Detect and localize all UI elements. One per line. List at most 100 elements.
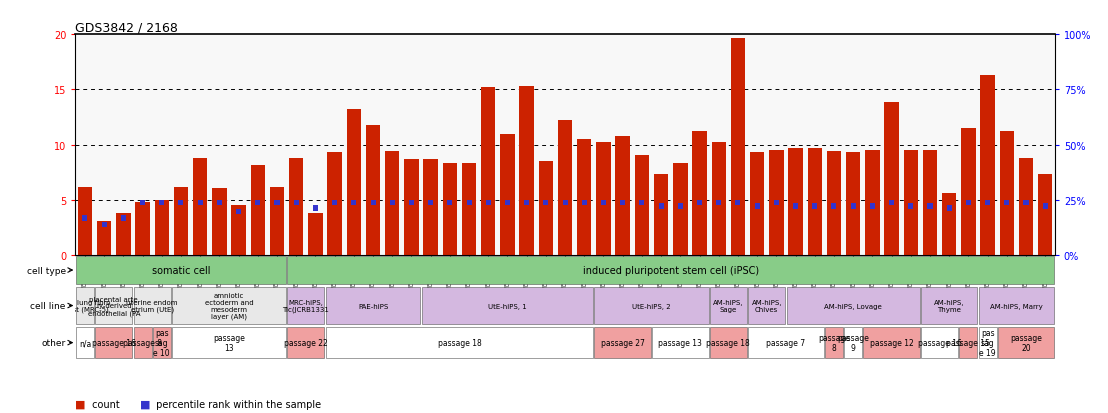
Bar: [773, 200, 779, 206]
Bar: [865, 151, 880, 255]
Bar: [889, 200, 894, 206]
Bar: [351, 200, 357, 206]
Bar: [793, 204, 798, 209]
Bar: [904, 151, 917, 255]
Bar: [287, 287, 325, 325]
Bar: [520, 87, 534, 255]
Bar: [870, 204, 875, 209]
Bar: [294, 200, 299, 206]
Bar: [140, 200, 145, 206]
Bar: [213, 188, 227, 255]
Bar: [595, 328, 650, 358]
Bar: [172, 328, 286, 358]
Text: passage 27: passage 27: [601, 338, 645, 347]
Bar: [966, 200, 971, 206]
Bar: [981, 76, 995, 255]
Bar: [102, 222, 106, 228]
Bar: [270, 187, 284, 255]
Bar: [174, 187, 188, 255]
Bar: [232, 206, 246, 255]
Bar: [275, 200, 279, 206]
Bar: [332, 200, 337, 206]
Bar: [563, 200, 567, 206]
Bar: [769, 151, 783, 255]
Bar: [999, 132, 1014, 255]
Text: AM-hiPS,
Thyme: AM-hiPS, Thyme: [934, 299, 964, 312]
Bar: [1004, 200, 1009, 206]
Bar: [287, 328, 325, 358]
Bar: [923, 151, 937, 255]
Text: passage 18: passage 18: [438, 338, 481, 347]
Bar: [193, 159, 207, 255]
Bar: [825, 328, 843, 358]
Text: passage 16: passage 16: [917, 338, 962, 347]
Bar: [289, 159, 304, 255]
Bar: [462, 164, 476, 255]
Text: GDS3842 / 2168: GDS3842 / 2168: [75, 21, 178, 34]
Bar: [390, 200, 394, 206]
Text: passage 15: passage 15: [946, 338, 991, 347]
Bar: [748, 287, 786, 325]
Text: pas
sag
e 10: pas sag e 10: [153, 328, 171, 357]
Bar: [1019, 159, 1034, 255]
Bar: [710, 287, 747, 325]
Bar: [595, 287, 708, 325]
Bar: [921, 287, 977, 325]
Bar: [116, 214, 131, 255]
Bar: [347, 110, 361, 255]
Bar: [710, 328, 747, 358]
Bar: [524, 200, 530, 206]
Text: count: count: [89, 399, 120, 409]
Bar: [121, 216, 126, 221]
Bar: [620, 200, 625, 206]
Bar: [423, 159, 438, 255]
Bar: [178, 200, 184, 206]
Text: passage 22: passage 22: [284, 338, 328, 347]
Bar: [236, 209, 242, 215]
Text: placental arte
ry-derived
endothelial (PA: placental arte ry-derived endothelial (P…: [88, 296, 140, 316]
Text: ■: ■: [75, 399, 85, 409]
Text: passage
20: passage 20: [1010, 333, 1042, 352]
Text: PAE-hiPS: PAE-hiPS: [358, 303, 388, 309]
Bar: [543, 200, 548, 206]
Bar: [884, 102, 899, 255]
Bar: [82, 216, 88, 221]
Text: AM-hiPS, Marry: AM-hiPS, Marry: [991, 303, 1043, 309]
Bar: [711, 143, 726, 255]
Bar: [255, 200, 260, 206]
Bar: [76, 287, 94, 325]
Bar: [748, 328, 823, 358]
Bar: [466, 200, 472, 206]
Bar: [927, 204, 933, 209]
Bar: [442, 164, 456, 255]
Bar: [481, 88, 495, 255]
Bar: [1038, 175, 1053, 255]
Bar: [909, 204, 913, 209]
Bar: [653, 328, 708, 358]
Bar: [76, 328, 94, 358]
Text: ■: ■: [140, 399, 150, 409]
Bar: [538, 162, 553, 255]
Bar: [160, 200, 164, 206]
Bar: [616, 136, 629, 255]
Text: amniotic
ectoderm and
mesoderm
layer (AM): amniotic ectoderm and mesoderm layer (AM…: [205, 292, 254, 319]
Text: passage 18: passage 18: [707, 338, 750, 347]
Text: passage 8: passage 8: [123, 338, 162, 347]
Bar: [654, 175, 668, 255]
Bar: [921, 328, 958, 358]
Bar: [386, 152, 399, 255]
Text: passage 12: passage 12: [870, 338, 913, 347]
Text: UtE-hiPS, 1: UtE-hiPS, 1: [489, 303, 526, 309]
Bar: [946, 206, 952, 211]
Bar: [326, 287, 420, 325]
Text: pas
sag
e 19: pas sag e 19: [979, 328, 996, 357]
Bar: [582, 200, 587, 206]
Text: AM-hiPS,
Sage: AM-hiPS, Sage: [714, 299, 743, 312]
Bar: [95, 328, 132, 358]
Text: percentile rank within the sample: percentile rank within the sample: [153, 399, 321, 409]
Bar: [596, 143, 611, 255]
Bar: [978, 287, 1054, 325]
Bar: [942, 194, 956, 255]
Bar: [863, 328, 920, 358]
Bar: [998, 328, 1054, 358]
